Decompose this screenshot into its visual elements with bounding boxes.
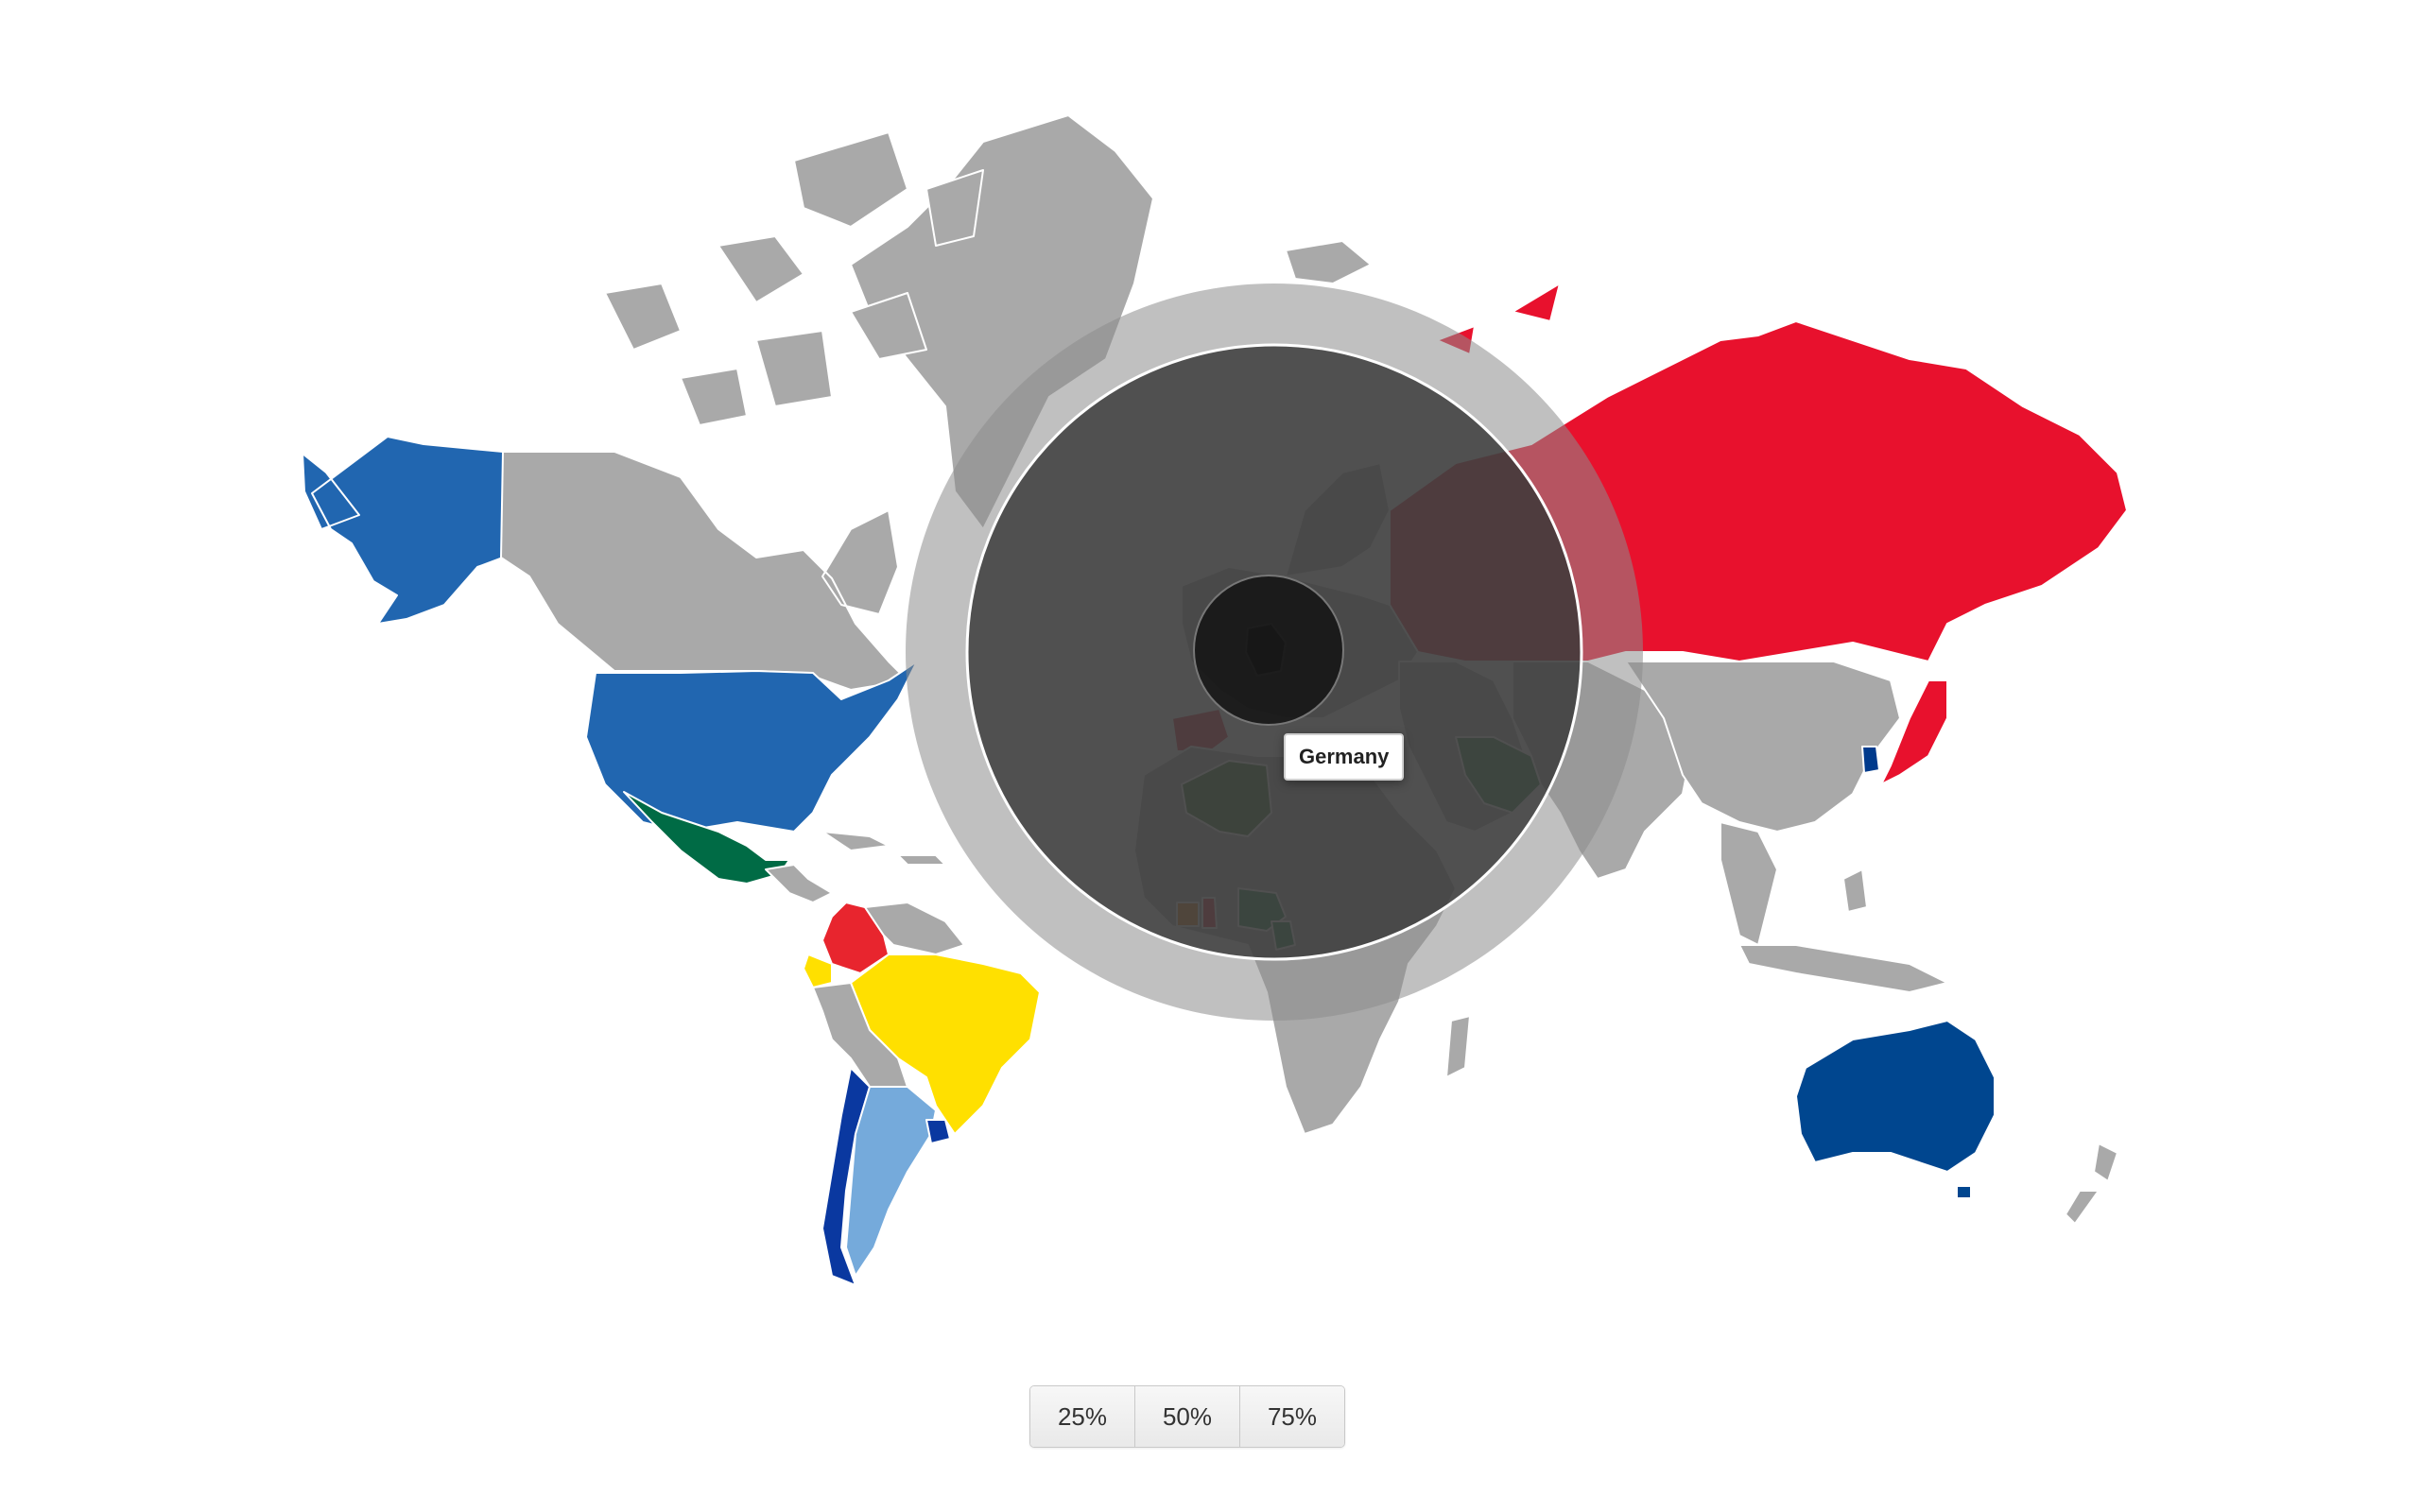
- country-tooltip: Germany: [1284, 733, 1405, 781]
- magnifier-lens[interactable]: [906, 284, 1643, 1021]
- zoom-75-button[interactable]: 75%: [1239, 1386, 1344, 1447]
- country-brazil[interactable]: [850, 954, 1041, 1135]
- zoom-level-buttons: 25% 50% 75%: [1029, 1385, 1345, 1448]
- country-indonesia-philippines[interactable]: [1738, 868, 1948, 993]
- country-madagascar[interactable]: [1445, 1015, 1471, 1078]
- lens-focus-circle[interactable]: [1193, 575, 1344, 726]
- country-china[interactable]: [1625, 661, 1901, 833]
- country-new-zealand[interactable]: [2065, 1143, 2118, 1225]
- country-venezuela-guianas[interactable]: [864, 902, 965, 955]
- country-uruguay[interactable]: [925, 1119, 951, 1144]
- country-canada[interactable]: [500, 451, 908, 691]
- country-southeast-asia[interactable]: [1720, 821, 1778, 946]
- country-south-korea[interactable]: [1861, 746, 1880, 774]
- country-argentina[interactable]: [845, 1086, 937, 1277]
- country-united-states[interactable]: [585, 661, 918, 833]
- country-arctic-archipelago[interactable]: [604, 131, 984, 426]
- country-ecuador[interactable]: [803, 954, 833, 988]
- country-iceland[interactable]: [1285, 240, 1372, 284]
- country-caribbean[interactable]: [821, 831, 946, 866]
- country-central-america[interactable]: [765, 864, 833, 903]
- country-australia[interactable]: [1795, 1020, 1996, 1199]
- country-alaska-united-states[interactable]: [302, 436, 504, 625]
- country-japan[interactable]: [1880, 679, 1948, 785]
- zoom-50-button[interactable]: 50%: [1134, 1386, 1239, 1447]
- zoom-25-button[interactable]: 25%: [1030, 1386, 1134, 1447]
